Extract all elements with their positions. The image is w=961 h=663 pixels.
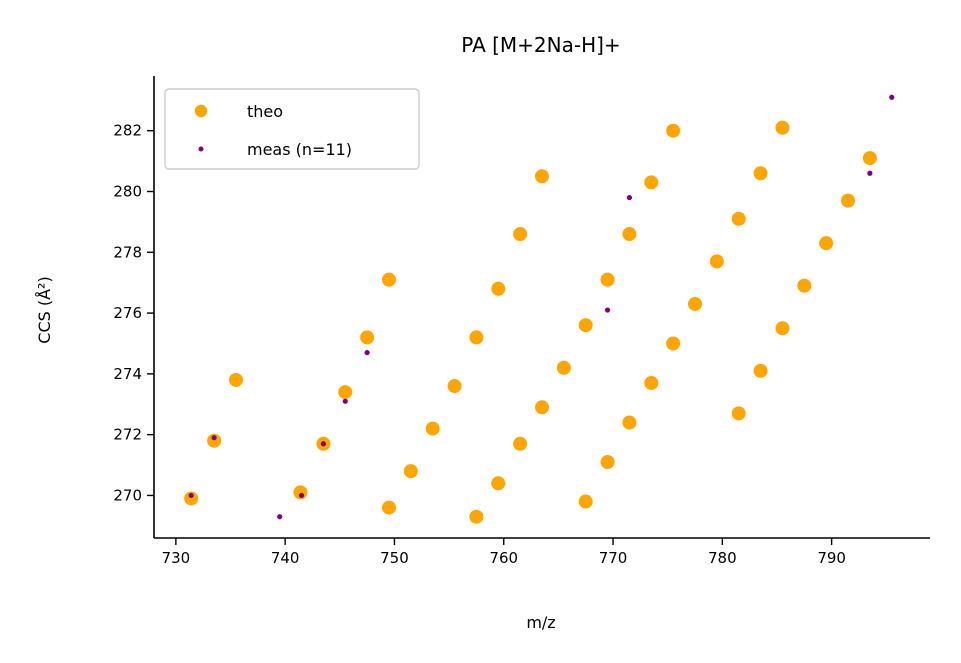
x-tick-label: 790 <box>817 549 846 567</box>
y-tick-label: 276 <box>113 304 142 322</box>
y-axis-label: CCS (Å²) <box>35 276 54 343</box>
theo-point <box>862 151 877 166</box>
theo-point <box>469 509 484 524</box>
meas-point <box>298 492 305 499</box>
theo-point <box>469 330 484 345</box>
legend-box <box>164 88 420 170</box>
theo-point <box>600 455 615 470</box>
theo-point <box>578 318 593 333</box>
theo-point <box>207 433 222 448</box>
x-tick-label: 740 <box>271 549 300 567</box>
meas-point <box>277 514 283 520</box>
meas-point <box>188 492 194 499</box>
legend: theo meas (n=11) <box>164 88 420 170</box>
theo-point <box>228 372 243 387</box>
theo-point <box>184 491 199 506</box>
theo-point <box>753 363 768 378</box>
meas-point <box>211 435 217 441</box>
series-meas <box>188 94 895 520</box>
x-tick-label: 750 <box>380 549 409 567</box>
meas-point <box>364 349 370 356</box>
y-tick-label: 270 <box>113 486 142 504</box>
theo-point <box>666 123 681 138</box>
theo-point <box>535 400 549 415</box>
legend-label-theo: theo <box>247 102 283 121</box>
theo-point <box>513 227 528 242</box>
legend-marker-meas <box>198 146 204 152</box>
x-tick-label: 760 <box>489 549 518 567</box>
theo-point <box>819 236 834 251</box>
theo-point <box>797 278 812 293</box>
theo-point <box>491 281 506 296</box>
legend-marker-theo <box>194 104 208 118</box>
series-theo <box>184 120 877 524</box>
y-ticks: 270 272 274 276 278 280 282 <box>113 122 154 504</box>
theo-point <box>535 169 549 184</box>
y-tick-label: 282 <box>113 122 142 140</box>
theo-point <box>360 330 375 345</box>
theo-point <box>381 500 396 515</box>
theo-point <box>644 175 659 190</box>
chart-title: PA [M+2Na-H]+ <box>461 33 620 57</box>
meas-point <box>342 398 348 404</box>
theo-point <box>338 385 353 400</box>
y-tick-label: 274 <box>113 365 142 383</box>
legend-label-meas: meas (n=11) <box>247 140 352 159</box>
theo-point <box>556 360 571 375</box>
x-tick-label: 780 <box>708 549 737 567</box>
theo-point <box>666 336 681 351</box>
theo-point <box>731 406 746 421</box>
meas-point <box>604 307 611 313</box>
theo-point <box>513 436 528 451</box>
theo-point <box>425 421 440 436</box>
theo-point <box>644 375 659 390</box>
theo-point <box>381 272 396 287</box>
meas-point <box>320 441 327 447</box>
theo-point <box>622 227 637 242</box>
axes <box>153 76 930 539</box>
x-tick-label: 770 <box>599 549 628 567</box>
y-tick-label: 272 <box>113 426 142 444</box>
theo-point <box>403 464 418 479</box>
x-tick-label: 730 <box>162 549 191 567</box>
y-tick-label: 278 <box>113 243 142 261</box>
theo-point <box>491 476 506 491</box>
theo-point <box>753 166 768 181</box>
theo-point <box>731 211 746 226</box>
theo-point <box>709 254 724 269</box>
theo-point <box>600 272 615 287</box>
meas-point <box>867 170 873 176</box>
theo-point <box>447 379 462 394</box>
meas-point <box>626 194 633 201</box>
theo-point <box>775 321 790 336</box>
x-axis-label: m/z <box>526 613 555 632</box>
theo-point <box>622 415 637 430</box>
theo-point <box>688 296 703 311</box>
x-ticks: 730 740 750 760 770 780 790 <box>162 538 846 567</box>
theo-point <box>578 494 593 509</box>
theo-point <box>775 120 790 135</box>
theo-point <box>841 193 856 208</box>
y-tick-label: 280 <box>113 183 142 201</box>
meas-point <box>889 94 895 100</box>
